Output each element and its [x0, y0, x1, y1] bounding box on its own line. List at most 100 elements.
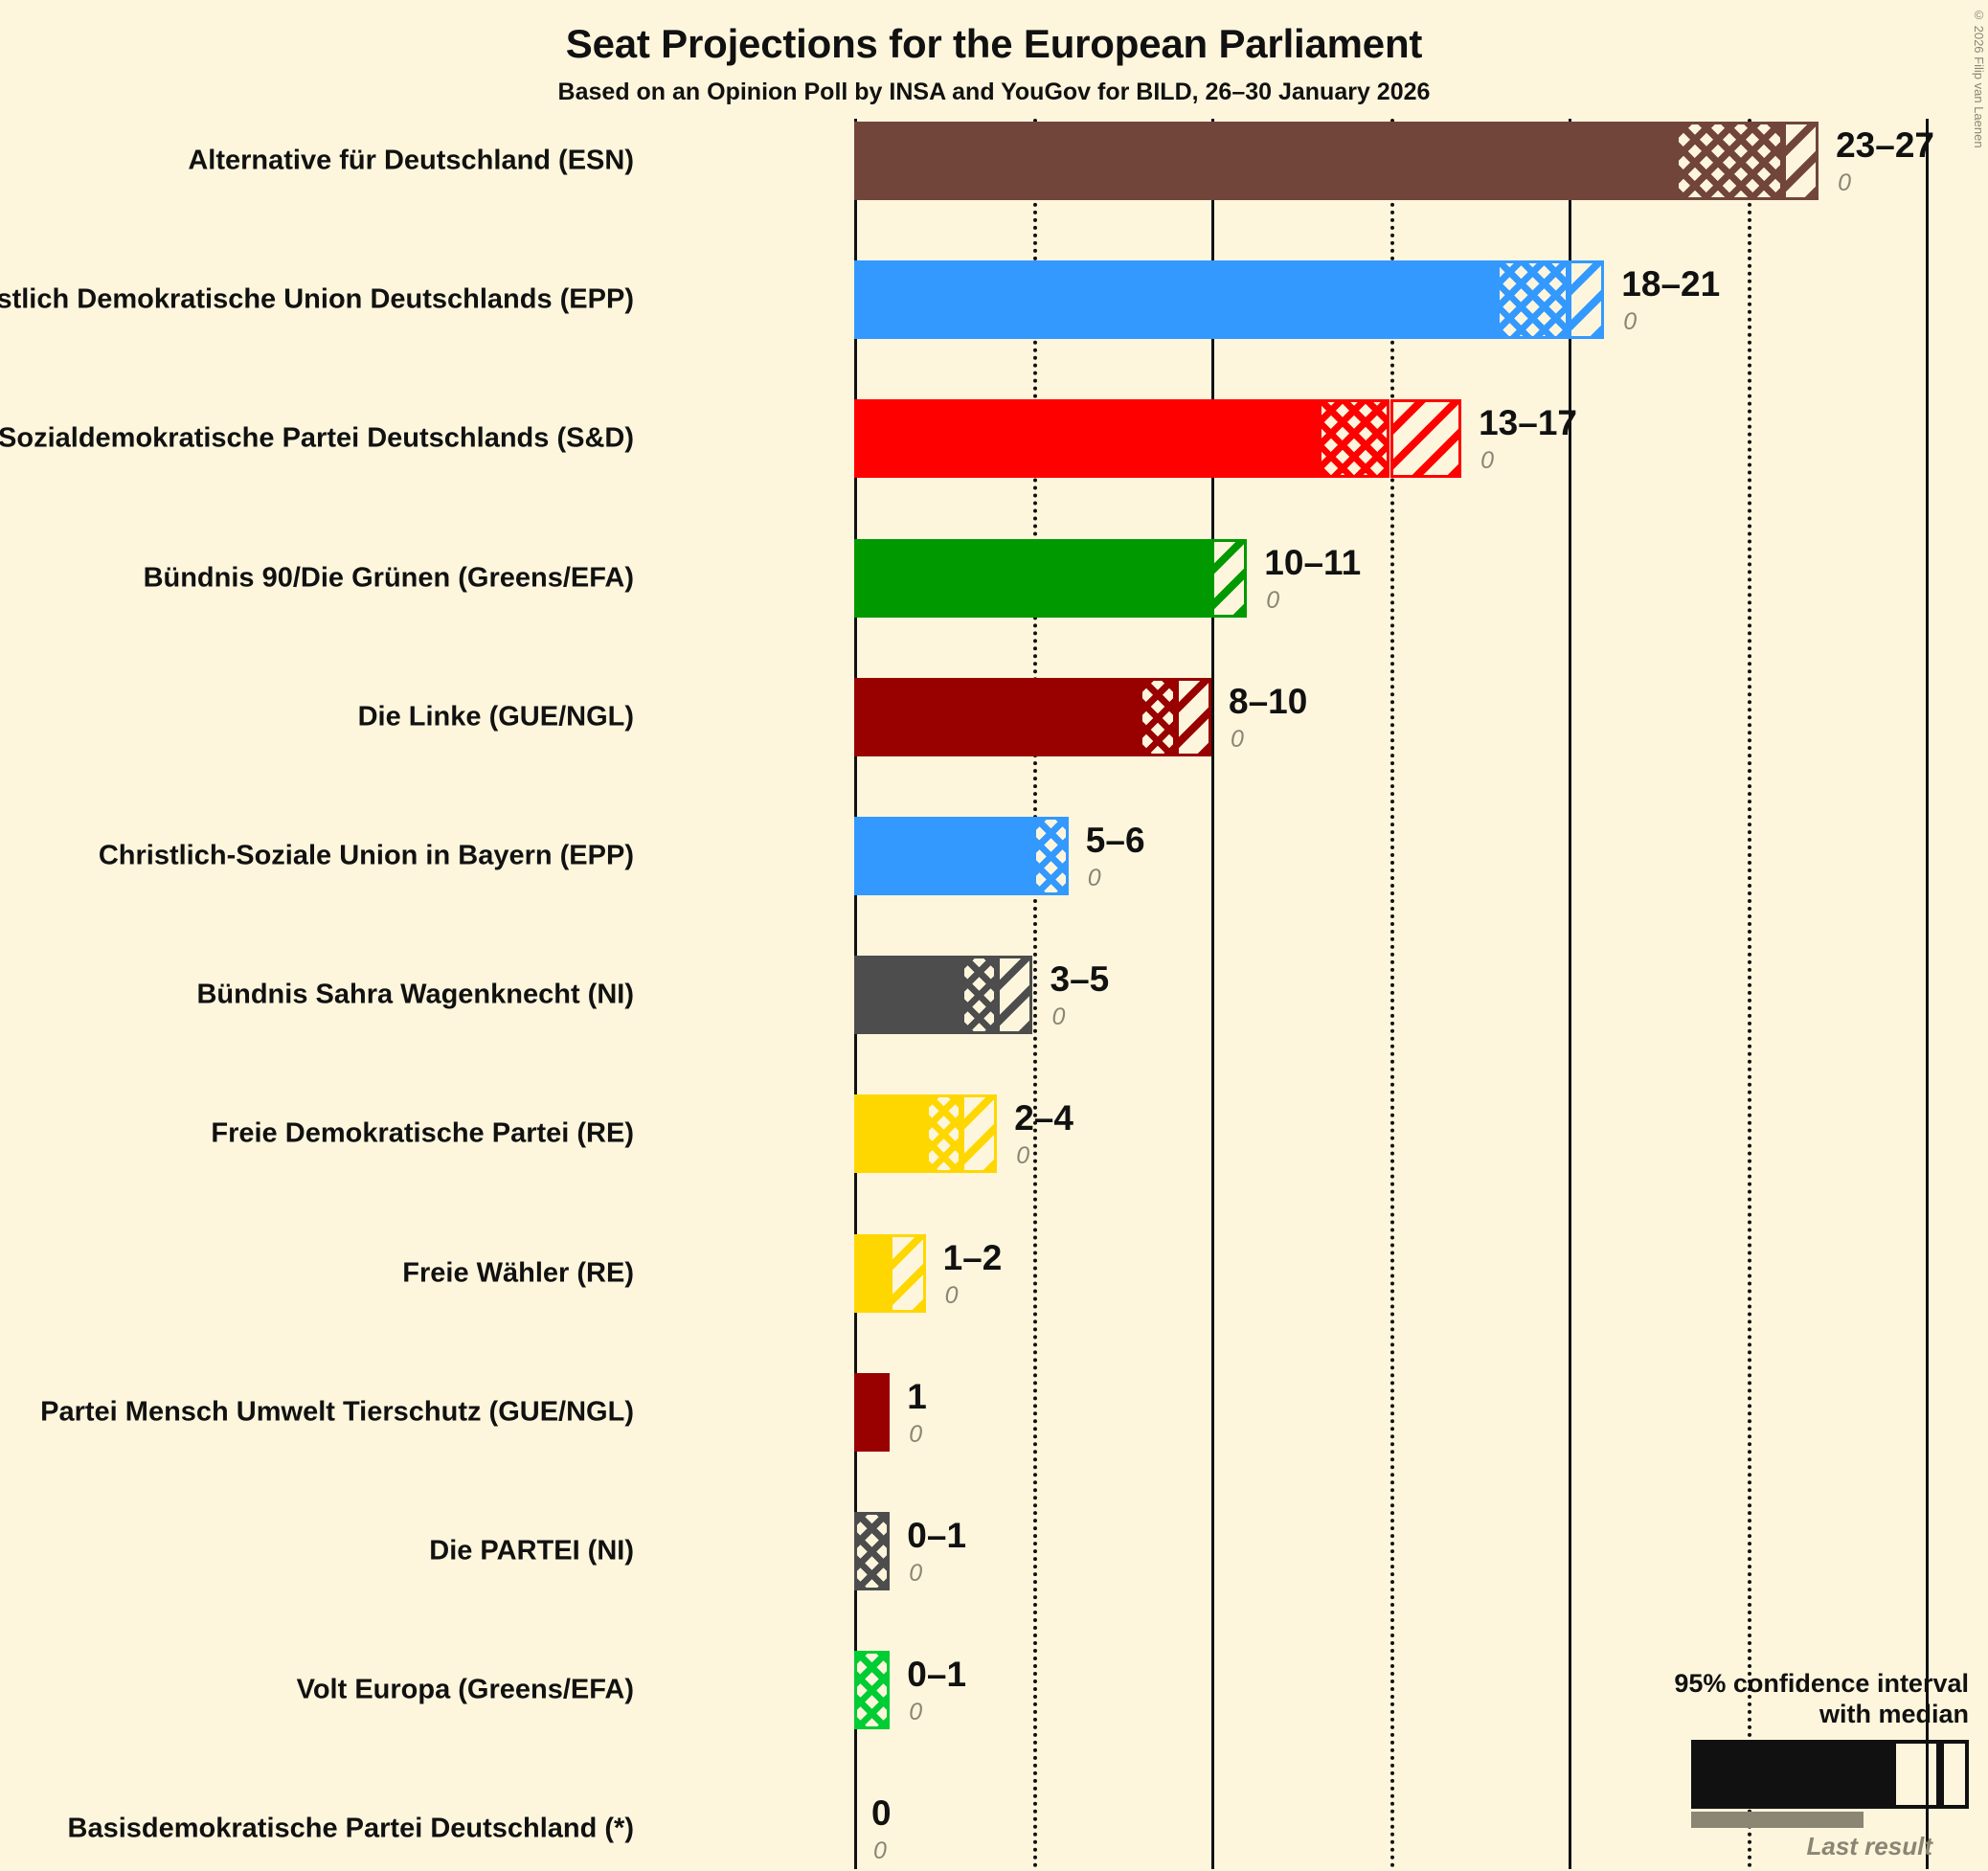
last-result-value-label: 0: [909, 1420, 923, 1448]
bar-segment-solid: [854, 817, 1033, 895]
chart-row: Die Linke (GUE/NGL) 8–10 0: [0, 677, 1988, 756]
chart-row: Freie Wähler (RE) 1–2 0: [0, 1233, 1988, 1313]
legend-crosshatch-segment: [1892, 1740, 1940, 1809]
party-label: Freie Wähler (RE): [402, 1257, 634, 1289]
last-result-value-label: 0: [909, 1699, 923, 1726]
value-range-label: 13–17: [1479, 403, 1577, 443]
bar-segment-diagonal: [960, 1094, 998, 1174]
bar-segment-diagonal: [1389, 399, 1462, 479]
value-range-label: 0: [871, 1793, 892, 1834]
bar-group: [854, 677, 1211, 756]
bar-group: [854, 1372, 891, 1452]
last-result-value-label: 0: [873, 1837, 887, 1865]
bar-segment-solid: [854, 1233, 891, 1313]
legend-last-result-label: Last result: [1806, 1832, 1933, 1860]
last-result-value-label: 0: [909, 1560, 923, 1587]
bar-group: [854, 1094, 998, 1174]
bar-segment-crosshatch: [1140, 677, 1176, 756]
bar-segment-solid: [854, 677, 1141, 756]
party-label: Volt Europa (Greens/EFA): [296, 1674, 634, 1705]
bar-segment-crosshatch: [960, 956, 998, 1035]
value-range-label: 3–5: [1050, 959, 1110, 1000]
bar-group: [854, 538, 1248, 618]
legend-swatch: [1691, 1740, 1969, 1809]
last-result-value-label: 0: [1231, 725, 1244, 753]
bar-segment-solid: [854, 956, 961, 1035]
party-label: Die Linke (GUE/NGL): [357, 701, 634, 733]
legend-diagonal-segment: [1940, 1740, 1969, 1809]
bar-segment-diagonal: [1175, 677, 1211, 756]
bar-segment-solid: [854, 538, 1211, 618]
party-label: Die PARTEI (NI): [429, 1535, 634, 1567]
party-label: Christlich-Soziale Union in Bayern (EPP): [98, 840, 634, 871]
chart-row: Christlich Demokratische Union Deutschla…: [0, 260, 1988, 340]
gridline-major-10: [1211, 119, 1214, 1869]
bar-segment-crosshatch: [1675, 122, 1783, 200]
bar-segment-diagonal: [1569, 260, 1605, 340]
bar-segment-diagonal: [890, 1233, 926, 1313]
chart-row: Sozialdemokratische Partei Deutschlands …: [0, 399, 1988, 479]
party-label: Basisdemokratische Partei Deutschland (*…: [67, 1813, 634, 1844]
chart-row: Bündnis Sahra Wagenknecht (NI) 3–5 0: [0, 956, 1988, 1035]
last-result-value-label: 0: [944, 1281, 959, 1309]
bar-segment-crosshatch: [854, 1512, 891, 1590]
legend-median-label: with median: [1819, 1700, 1969, 1729]
value-range-label: 10–11: [1264, 542, 1362, 582]
bar-segment-solid: [854, 260, 1498, 340]
chart-row: Die PARTEI (NI) 0–1 0: [0, 1512, 1988, 1590]
value-range-label: 1–2: [942, 1237, 1003, 1277]
bar-segment-solid: [854, 1372, 891, 1452]
party-label: Freie Demokratische Partei (RE): [211, 1117, 634, 1149]
value-range-label: 5–6: [1085, 821, 1145, 860]
last-result-value-label: 0: [1623, 308, 1638, 336]
bar-segment-solid: [854, 1094, 926, 1174]
legend: 95% confidence interval with median Last…: [1567, 1669, 1969, 1861]
chart-row: Alternative für Deutschland (ESN) 23–27 0: [0, 122, 1988, 200]
chart-row: Basisdemokratische Partei Deutschland (*…: [0, 1790, 1988, 1868]
value-range-label: 8–10: [1229, 681, 1308, 721]
bar-segment-diagonal: [1782, 122, 1819, 200]
gridline-minor-25: [1747, 119, 1751, 1869]
bar-segment-crosshatch: [1497, 260, 1569, 340]
chart-row: Partei Mensch Umwelt Tierschutz (GUE/NGL…: [0, 1372, 1988, 1452]
gridline-major-30: [1926, 119, 1929, 1869]
page-title: Seat Projections for the European Parlia…: [565, 21, 1423, 66]
party-label: Sozialdemokratische Partei Deutschlands …: [0, 422, 634, 454]
bar-segment-diagonal: [997, 956, 1033, 1035]
last-result-value-label: 0: [1838, 169, 1851, 196]
gridline-minor-15: [1389, 119, 1394, 1869]
value-range-label: 23–27: [1836, 125, 1934, 165]
chart-row: Bündnis 90/Die Grünen (Greens/EFA) 10–11 0: [0, 538, 1988, 618]
value-range-label: 18–21: [1621, 264, 1721, 304]
bar-group: [854, 260, 1605, 340]
bar-segment-diagonal: [1211, 538, 1248, 618]
value-range-label: 0–1: [907, 1516, 967, 1555]
last-result-value-label: 0: [1087, 865, 1101, 891]
bar-segment-solid: [854, 122, 1676, 200]
legend-ci-label: 95% confidence interval: [1674, 1669, 1969, 1699]
bar-segment-crosshatch: [1318, 399, 1390, 479]
chart-row: Christlich-Soziale Union in Bayern (EPP)…: [0, 817, 1988, 895]
bar-segment-crosshatch: [854, 1651, 891, 1730]
bar-group: [854, 817, 1069, 895]
legend-solid-segment: [1691, 1740, 1892, 1809]
party-label: Partei Mensch Umwelt Tierschutz (GUE/NGL…: [40, 1396, 634, 1428]
value-range-label: 2–4: [1014, 1098, 1073, 1138]
chart-row: Volt Europa (Greens/EFA) 0–1 0: [0, 1651, 1988, 1730]
bar-segment-crosshatch: [1032, 817, 1069, 895]
copyright-notice: © 2026 Filip van Laenen: [1972, 8, 1986, 148]
value-range-label: 0–1: [907, 1655, 967, 1695]
bar-group: [854, 399, 1462, 479]
bar-segment-solid: [854, 399, 1319, 479]
legend-last-result-swatch: [1691, 1812, 1864, 1828]
bar-segment-crosshatch: [925, 1094, 961, 1174]
last-result-value-label: 0: [1016, 1142, 1030, 1170]
bar-group: [854, 956, 1033, 1035]
last-result-value-label: 0: [1266, 586, 1280, 614]
bar-group: [854, 1790, 855, 1868]
party-label: Christlich Demokratische Union Deutschla…: [0, 283, 634, 315]
gridline-minor-5: [1032, 119, 1037, 1869]
chart-subtitle: Based on an Opinion Poll by INSA and You…: [557, 79, 1431, 105]
